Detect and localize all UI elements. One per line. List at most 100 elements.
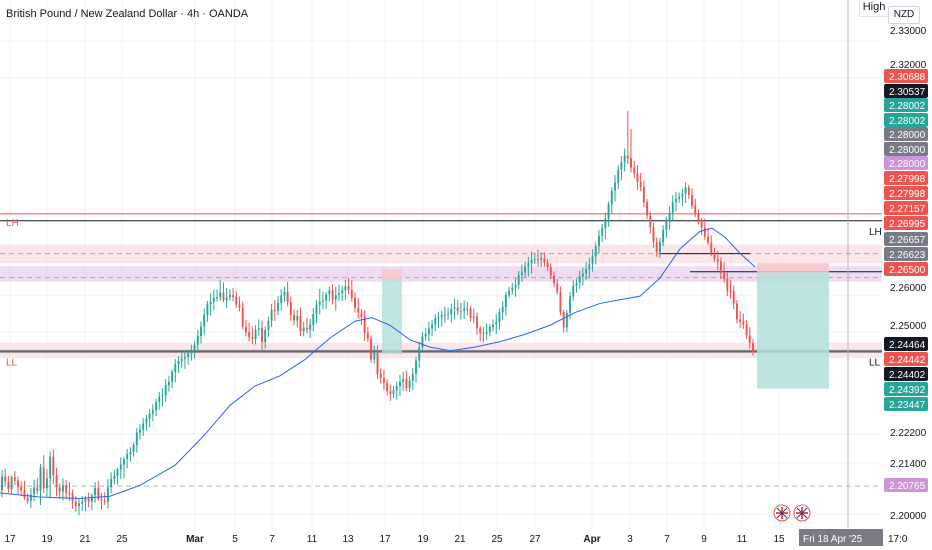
candle bbox=[122, 459, 125, 465]
candle bbox=[530, 260, 533, 264]
candle bbox=[517, 275, 520, 285]
time-tick-label: 7 bbox=[269, 534, 275, 545]
price-axis[interactable]: 2.33000 2.32000 2.26000 2.25000 2.22200 2.214… bbox=[882, 0, 932, 550]
price-label-bg bbox=[884, 201, 928, 215]
price-tick-label: 2.26000 bbox=[890, 283, 927, 294]
price-label-bg bbox=[884, 84, 928, 98]
candle bbox=[504, 295, 507, 308]
uk-flag-icon bbox=[793, 504, 811, 522]
candle bbox=[395, 386, 398, 391]
candle bbox=[585, 269, 588, 274]
candle bbox=[729, 290, 732, 292]
candle bbox=[277, 303, 279, 311]
candle bbox=[71, 492, 74, 502]
time-tick-label: Apr bbox=[583, 534, 600, 545]
candle bbox=[578, 276, 581, 283]
candle bbox=[421, 336, 424, 348]
candle bbox=[363, 316, 366, 333]
candle bbox=[614, 182, 616, 191]
candle bbox=[286, 291, 289, 302]
level-label: LH bbox=[6, 218, 19, 229]
candle bbox=[296, 316, 299, 321]
candle bbox=[443, 314, 446, 316]
price-label: 2.24464 bbox=[889, 340, 926, 351]
candle bbox=[723, 272, 726, 279]
price-label-bg bbox=[884, 127, 928, 141]
candle bbox=[238, 304, 241, 308]
candle bbox=[418, 347, 421, 361]
candle bbox=[81, 501, 84, 504]
time-tick-label: 15 bbox=[773, 534, 785, 545]
time-tick-label: 11 bbox=[737, 534, 748, 545]
candle bbox=[45, 478, 48, 489]
candle bbox=[273, 309, 276, 311]
candle bbox=[148, 413, 151, 419]
candle bbox=[472, 316, 475, 318]
candle bbox=[321, 300, 324, 302]
candle bbox=[479, 328, 482, 333]
time-tick-label: 19 bbox=[41, 534, 53, 545]
high-button[interactable]: High bbox=[859, 0, 888, 17]
candle bbox=[392, 390, 395, 394]
candle bbox=[347, 286, 350, 290]
candle bbox=[726, 278, 729, 291]
candle bbox=[251, 337, 254, 340]
candle bbox=[129, 451, 132, 455]
candle bbox=[649, 215, 652, 228]
candle bbox=[283, 291, 286, 296]
candle bbox=[488, 327, 491, 332]
candle bbox=[668, 212, 671, 222]
candle bbox=[514, 284, 517, 288]
price-label: 2.28000 bbox=[889, 159, 926, 170]
candle bbox=[257, 328, 260, 330]
candle bbox=[707, 236, 710, 243]
candle bbox=[556, 283, 559, 293]
candle bbox=[636, 173, 639, 182]
candle bbox=[241, 307, 244, 327]
candle bbox=[415, 360, 417, 374]
candle bbox=[52, 456, 55, 476]
candle bbox=[713, 252, 716, 260]
candle bbox=[200, 326, 202, 336]
time-tick-label: 25 bbox=[491, 534, 503, 545]
currency-button[interactable]: NZD bbox=[888, 6, 920, 24]
candle bbox=[206, 304, 209, 315]
candle bbox=[94, 487, 97, 496]
candle bbox=[495, 321, 498, 325]
candle bbox=[33, 487, 36, 495]
candle bbox=[524, 266, 527, 273]
time-tick-label: 5 bbox=[232, 534, 238, 545]
candle bbox=[485, 331, 488, 334]
candle bbox=[309, 324, 312, 330]
candle bbox=[344, 286, 347, 291]
price-label-bg bbox=[884, 171, 928, 185]
position-tool[interactable] bbox=[757, 263, 829, 389]
candle bbox=[565, 312, 568, 328]
candle bbox=[655, 241, 658, 253]
candle bbox=[366, 332, 369, 339]
candle bbox=[646, 202, 649, 216]
time-axis[interactable]: 17 19 21 25 Mar 5 7 11 13 17 19 21 25 27 Apr 3 7 9 11 15 Fri… bbox=[0, 528, 932, 550]
price-label-bg bbox=[884, 186, 928, 200]
time-tick-label: 13 bbox=[342, 534, 354, 545]
candle bbox=[594, 246, 597, 257]
time-tick-label: Mar bbox=[186, 534, 204, 545]
candle bbox=[260, 328, 263, 342]
candle bbox=[318, 301, 321, 305]
candle bbox=[675, 199, 677, 203]
candle bbox=[373, 352, 376, 360]
price-label: 2.20765 bbox=[889, 481, 926, 492]
candle bbox=[289, 301, 292, 316]
candle bbox=[453, 307, 456, 309]
price-label: 2.30688 bbox=[889, 72, 926, 83]
price-label-bg bbox=[884, 142, 928, 156]
candle bbox=[553, 275, 555, 284]
candle bbox=[145, 418, 148, 424]
candle bbox=[36, 487, 39, 491]
price-label: 2.27998 bbox=[889, 189, 926, 200]
candle bbox=[270, 309, 273, 321]
candle bbox=[710, 242, 713, 253]
candle bbox=[642, 187, 645, 203]
candle bbox=[360, 312, 363, 317]
